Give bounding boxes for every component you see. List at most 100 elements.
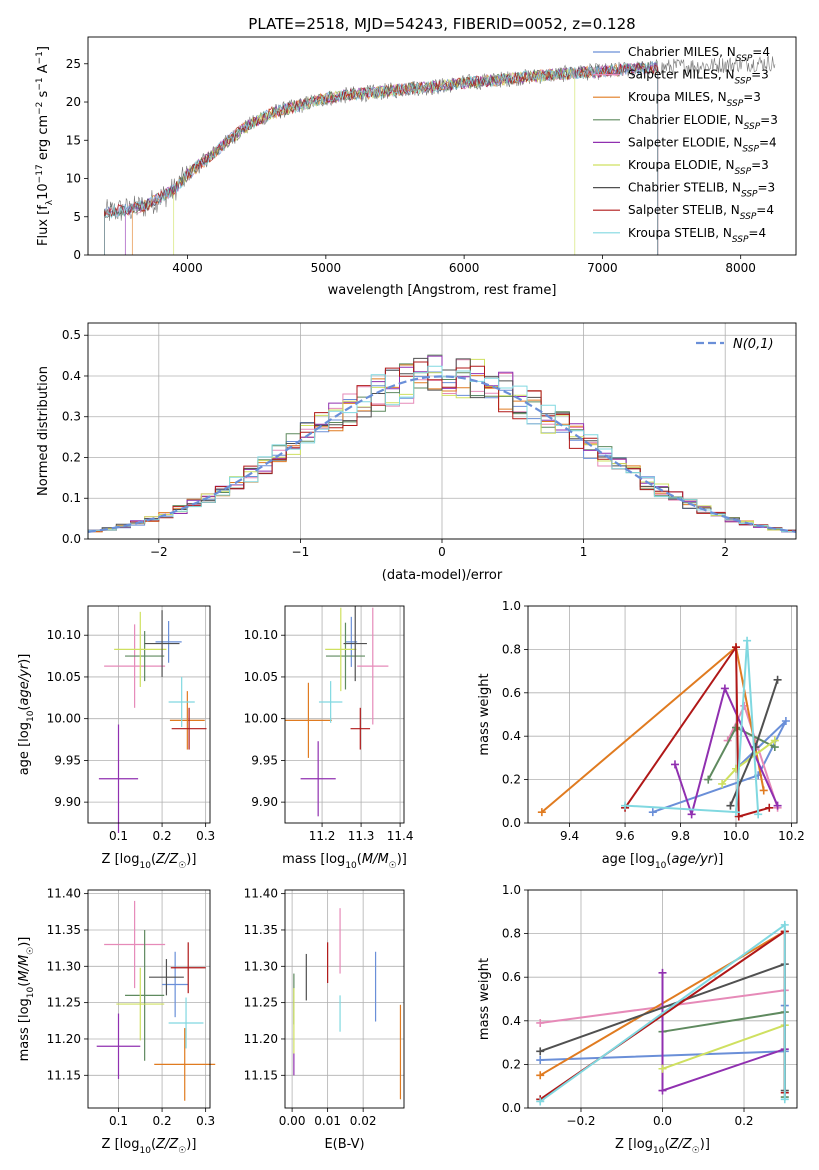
legend-entry: Chabrier ELODIE, NSSP=3	[628, 113, 778, 132]
weight-marker	[726, 801, 735, 810]
x-axis-label: mass [log10(M/M☉)]	[282, 852, 407, 871]
weight-marker	[536, 1056, 545, 1065]
axes-frame	[87, 36, 797, 256]
x-tick-label: 9.8	[671, 829, 690, 843]
y-tick-label: 11.25	[47, 996, 81, 1010]
y-axis-label: Normed distribution	[36, 366, 51, 496]
y-tick-label: 10.05	[47, 670, 81, 684]
y-tick-label: 10.10	[244, 628, 278, 642]
legend-entry: Kroupa STELIB, NSSP=4	[628, 226, 766, 245]
gaussian-reference-curve	[87, 375, 797, 533]
x-tick-label: 9.6	[616, 829, 635, 843]
x-axis-label: Z [log10(Z/Z☉)]	[102, 1137, 197, 1156]
mass-vs-z-panel: 0.1 0.2 0.3 11.15 11.20 11.25 11.30 11.35 11.40 Z…	[17, 887, 216, 1156]
x-tick-label: 2	[721, 545, 729, 559]
y-tick-label: 0.0	[502, 816, 521, 830]
y-tick-label: 0.8	[502, 642, 521, 656]
weight-series-line	[662, 1024, 786, 1070]
axes-frame	[527, 605, 798, 824]
weight-marker	[536, 1097, 545, 1106]
weight-marker	[731, 808, 740, 817]
y-tick-label: 11.25	[244, 996, 278, 1010]
weight-marker	[765, 803, 774, 812]
y-tick-label: 9.90	[251, 795, 278, 809]
y-tick-label: 9.95	[251, 753, 278, 767]
histogram-step-line	[87, 365, 796, 539]
y-tick-label: 0.4	[502, 729, 521, 743]
x-tick-label: 5000	[311, 261, 342, 275]
legend-entry: Kroupa ELODIE, NSSP=3	[628, 158, 769, 177]
x-tick-label: 0.2	[153, 1114, 172, 1128]
weight-marker	[731, 643, 740, 652]
y-tick-label: 11.35	[47, 923, 81, 937]
y-tick-label: 11.40	[244, 887, 278, 901]
age-vs-mass-panel: 11.2 11.3 11.4 9.90 9.95 10.00 10.05 10.10 mass …	[244, 605, 414, 871]
spectrum-model-line	[104, 60, 659, 255]
y-tick-label: 1.0	[502, 599, 521, 613]
x-tick-label: 0.0	[653, 1114, 672, 1128]
weight-marker	[648, 808, 657, 817]
axes-frame	[87, 322, 797, 540]
y-axis-label: Flux [fλ10−17 erg cm−2 s−1 A−1]	[35, 46, 55, 246]
weight-series-line	[625, 640, 760, 815]
y-tick-label: 5	[73, 210, 81, 224]
y-tick-label: 10.00	[47, 712, 81, 726]
legend-entry: Salpeter MILES, NSSP=3	[628, 68, 769, 87]
y-tick-label: 10.05	[244, 670, 278, 684]
x-tick-label: 1	[580, 545, 588, 559]
x-tick-label: 4000	[172, 261, 203, 275]
weight-series-line	[624, 644, 770, 818]
y-tick-label: 11.15	[47, 1068, 81, 1082]
x-tick-label: 0.2	[734, 1114, 753, 1128]
y-tick-label: 15	[66, 133, 81, 147]
y-tick-label: 11.15	[244, 1068, 278, 1082]
y-axis-label: mass weight	[477, 958, 492, 1040]
axes-frame	[87, 605, 211, 824]
weight-marker	[773, 675, 782, 684]
x-tick-label: 7000	[587, 261, 618, 275]
y-tick-label: 0.4	[62, 369, 81, 383]
weight-marker	[536, 1047, 545, 1056]
axes-frame	[527, 889, 798, 1109]
x-axis-label: (data-model)/error	[382, 568, 503, 583]
x-tick-label: 0.1	[109, 1114, 128, 1128]
x-tick-label: 0.2	[153, 829, 172, 843]
y-tick-label: 0.2	[62, 450, 81, 464]
weight-vs-z-panel: −0.2 0.0 0.2 0.0 0.2 0.4 0.6 0.8 1.0 Z [log10(Z/Z…	[477, 883, 798, 1156]
y-tick-label: 0.8	[502, 927, 521, 941]
y-tick-label: 20	[66, 95, 81, 109]
y-axis-label: age [log10(age/yr)]	[17, 654, 36, 776]
x-tick-label: 11.4	[387, 829, 414, 843]
axes-frame	[284, 889, 405, 1109]
x-tick-label: 0.1	[109, 829, 128, 843]
weight-marker	[720, 684, 729, 693]
axes-frame	[284, 605, 405, 824]
x-tick-label: −1	[292, 545, 310, 559]
weight-marker	[759, 786, 768, 795]
y-tick-label: 9.90	[54, 795, 81, 809]
x-tick-label: 0.01	[314, 1114, 341, 1128]
weight-marker	[536, 1018, 545, 1027]
age-vs-z-panel: 0.1 0.2 0.3 9.90 9.95 10.00 10.05 10.10 Z [log10…	[17, 605, 215, 871]
weight-marker	[718, 779, 727, 788]
y-tick-label: 10.10	[47, 628, 81, 642]
legend-entry: Chabrier STELIB, NSSP=3	[628, 181, 775, 200]
x-tick-label: 0.3	[196, 1114, 215, 1128]
weight-marker	[537, 808, 546, 817]
x-tick-label: 0	[438, 545, 446, 559]
weight-marker	[658, 1064, 667, 1073]
y-tick-label: 10	[66, 172, 81, 186]
axes-frame	[87, 889, 211, 1109]
weight-marker	[658, 968, 667, 977]
figure-title: PLATE=2518, MJD=54243, FIBERID=0052, z=0…	[248, 15, 635, 33]
x-tick-label: 9.4	[560, 829, 579, 843]
x-axis-label: Z [log10(Z/Z☉)]	[615, 1137, 710, 1156]
weight-marker	[731, 723, 740, 732]
y-tick-label: 0.2	[502, 1057, 521, 1071]
legend-entry: Kroupa MILES, NSSP=3	[628, 90, 761, 109]
y-tick-label: 0.0	[502, 1101, 521, 1115]
weight-marker	[687, 810, 696, 819]
x-tick-label: 6000	[449, 261, 480, 275]
weight-marker	[751, 743, 760, 752]
y-tick-label: 9.95	[54, 753, 81, 767]
